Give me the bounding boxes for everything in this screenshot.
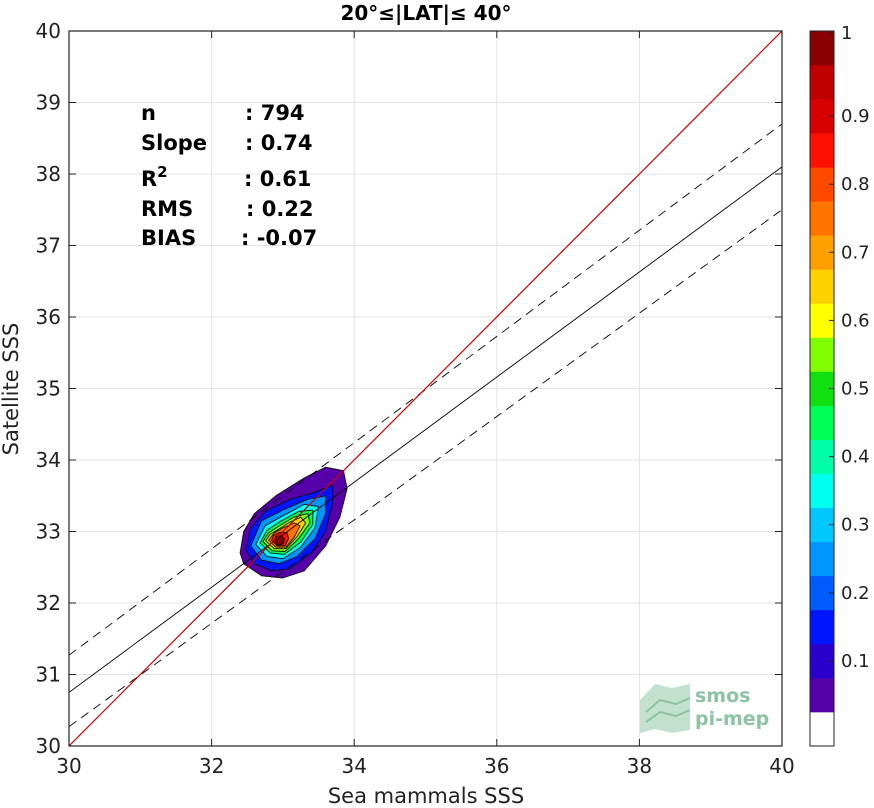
y-tick-label: 33 [36,520,61,544]
y-axis-label: Satellite SSS [0,323,23,456]
fit-lower-dashed-line [69,209,782,728]
logo-wave-lines-icon [645,697,691,723]
y-tick-label: 34 [36,448,61,472]
y-tick-label: 32 [36,591,61,615]
y-tick-label: 31 [36,663,61,687]
colorbar-segment [810,711,834,747]
y-tick-label: 37 [36,234,61,258]
colorbar-segment [810,133,834,168]
stat-label: BIAS [141,226,196,250]
x-tick-label: 30 [56,754,81,778]
y-tick-label: 38 [36,162,61,186]
y-tick-label: 40 [36,19,61,43]
colorbar-segment [810,609,834,645]
stat-value: : 794 [245,101,305,125]
colorbar-tick-label: 0.2 [841,583,870,604]
colorbar-tick-label: 0.3 [841,515,870,536]
y-tick-label: 35 [36,377,61,401]
density-peak [274,534,284,546]
fit-upper-dashed-line [69,123,782,656]
colorbar-tick-label: 0.8 [841,174,870,195]
logo-wave-icon [640,684,690,733]
logo-line1: smos [695,685,750,707]
x-tick-label: 40 [769,754,794,778]
x-tick-label: 36 [484,754,509,778]
y-axis-ticks: 30 31 32 33 34 35 36 37 38 39 40 [36,19,782,758]
x-tick-label: 34 [341,754,366,778]
stat-value: : 0.22 [246,197,314,221]
colorbar-tick-label: 0.4 [841,447,870,468]
chart-title: 20°≤|LAT|≤ 40° [340,1,511,25]
stat-value: : 0.74 [245,131,313,155]
stat-value: : -0.07 [241,226,317,250]
colorbar-tick-label: 1 [841,23,852,44]
density-contours [239,466,348,579]
stat-label: Slope [141,131,207,155]
colorbar-segment [810,473,834,509]
colorbar: 1 0.9 0.8 0.7 0.6 0.5 0.4 0.3 0.2 0.1 [809,23,870,747]
y-tick-label: 39 [36,91,61,115]
colorbar-tick-label: 0.7 [841,242,870,263]
colorbar-segment [810,677,834,713]
y-tick-label: 36 [36,305,61,329]
smos-pimep-logo: smos pi-mep [640,684,769,733]
colorbar-segment [810,541,834,577]
colorbar-segment [810,31,834,66]
grid [68,30,783,747]
colorbar-tick-label: 0.5 [841,379,870,400]
y-tick-label: 30 [36,734,61,758]
colorbar-tick-label: 0.6 [841,310,870,331]
x-axis-ticks: 30 32 34 36 38 40 [56,31,795,778]
x-tick-label: 38 [627,754,652,778]
colorbar-segment [810,269,834,304]
colorbar-tick-label: 0.9 [841,106,870,127]
logo-line2: pi-mep [695,708,769,730]
stat-label: n [141,101,156,125]
colorbar-segment [810,405,834,440]
colorbar-tick-label: 0.1 [841,651,870,672]
regression-fit-line [69,166,782,693]
colorbar-segment [810,65,834,100]
reference-lines [69,31,782,746]
stat-label-superscript: 2 [157,163,167,181]
identity-line [69,31,782,746]
stat-label: RMS [141,197,193,221]
colorbar-segment [810,201,834,236]
x-axis-label: Sea mammals SSS [328,784,524,808]
x-tick-label: 32 [199,754,224,778]
stat-value: : 0.61 [244,167,312,191]
colorbar-segment [810,337,834,372]
